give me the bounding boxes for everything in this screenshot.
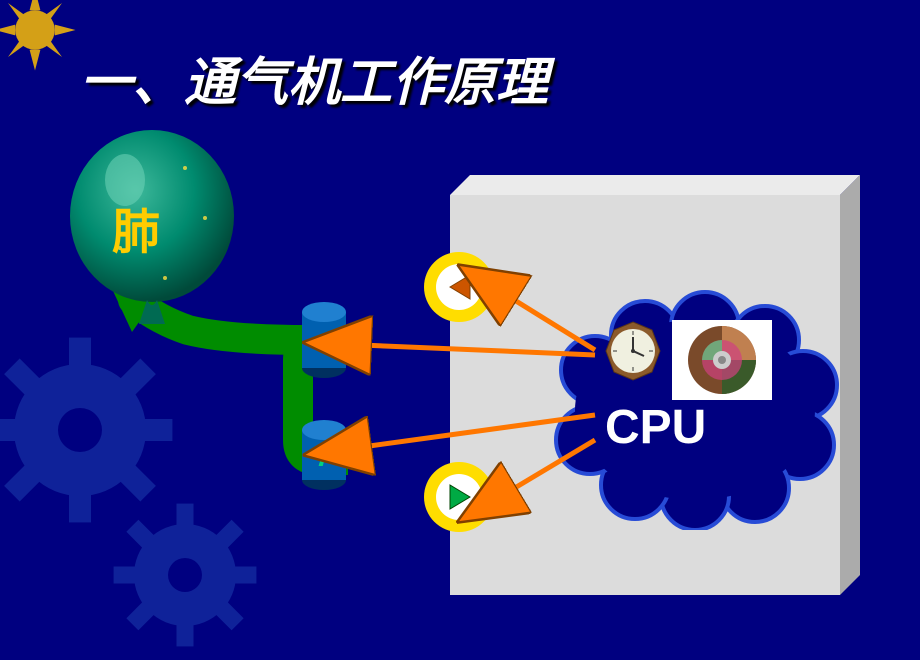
disc-icon (672, 320, 772, 400)
lung-label: 肺 (112, 192, 160, 262)
circle-button-back (422, 250, 496, 324)
circle-button-forward (422, 460, 496, 534)
clock-icon (602, 320, 664, 382)
valve-bottom: 7 (300, 418, 348, 492)
slide-title: 一、通气机工作原理 (80, 40, 548, 115)
svg-text:7: 7 (316, 441, 333, 472)
cpu-label: CPU (605, 400, 706, 455)
valve-top (300, 300, 348, 380)
sun-icon (0, 0, 80, 75)
